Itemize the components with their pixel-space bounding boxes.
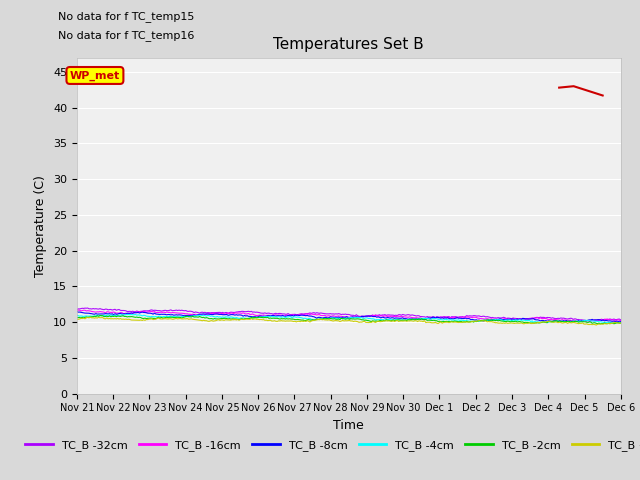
Text: WP_met: WP_met [70,71,120,81]
Text: No data for f TC_temp15: No data for f TC_temp15 [58,11,194,22]
Title: Temperatures Set B: Temperatures Set B [273,37,424,52]
X-axis label: Time: Time [333,419,364,432]
Legend: TC_B -32cm, TC_B -16cm, TC_B -8cm, TC_B -4cm, TC_B -2cm, TC_B +4cm: TC_B -32cm, TC_B -16cm, TC_B -8cm, TC_B … [20,435,640,455]
Text: No data for f TC_temp16: No data for f TC_temp16 [58,30,194,41]
Y-axis label: Temperature (C): Temperature (C) [35,175,47,276]
